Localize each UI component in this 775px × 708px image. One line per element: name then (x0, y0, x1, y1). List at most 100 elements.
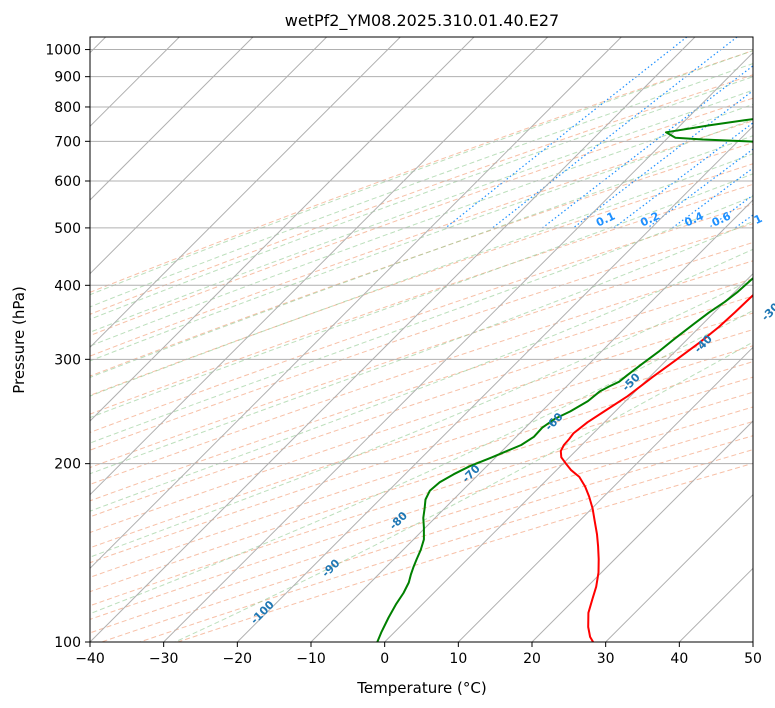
dry-adiabat-line (90, 295, 753, 518)
isotherm-line (90, 37, 622, 570)
dry-adiabat-line (90, 120, 753, 357)
dry-adiabat-line (90, 183, 753, 415)
moist-adiabat-line (90, 278, 753, 558)
isotherm-line (236, 125, 753, 642)
line-labels: -100-90-80-70-60-50-40-30-20-10010203040… (248, 209, 775, 627)
dry-adiabat-label: -80 (387, 509, 410, 532)
mixing-ratio-label: 0.1 (594, 209, 617, 229)
y-tick-label: 1000 (45, 43, 81, 59)
y-tick-label: 200 (54, 457, 81, 473)
mixing-ratio-label: 0.2 (638, 209, 661, 229)
dry-adiabat-line (90, 329, 753, 549)
dry-adiabat-line (90, 241, 753, 469)
moist-adiabat-line (90, 135, 753, 378)
moist-adiabat-line (90, 248, 753, 512)
dry-adiabat-line (90, 142, 753, 377)
dry-adiabat-line (90, 203, 753, 433)
y-tick-label: 500 (54, 221, 81, 237)
temperature-profile-line (559, 293, 753, 642)
mixing-ratio-label: 1 (752, 212, 764, 227)
dry-adiabat-line (90, 163, 753, 396)
dry-adiabat-line (177, 462, 753, 642)
moist-adiabat-line (90, 153, 753, 397)
y-tick-label: 800 (54, 100, 81, 116)
plot-frame (89, 36, 754, 643)
dry-adiabat-line (90, 260, 753, 485)
y-tick-label: 900 (54, 70, 81, 86)
chart-title: wetPf2_YM08.2025.310.01.40.E27 (285, 11, 559, 31)
mixing-ratio-line (734, 214, 753, 229)
isotherm-line (752, 641, 753, 642)
dry-adiabat-line (90, 223, 753, 451)
dry-adiabat-label: -70 (459, 462, 482, 485)
y-axis-label: Pressure (hPa) (10, 286, 28, 394)
dry-adiabat-label: -30 (759, 300, 775, 323)
x-tick-label: 50 (744, 651, 762, 667)
y-tick-label: 300 (54, 352, 81, 368)
dry-adiabat-line (90, 74, 753, 315)
mixing-ratio-line (613, 122, 753, 229)
isotherm-line (90, 37, 475, 422)
x-tick-label: 40 (670, 651, 688, 667)
isotherm-line (90, 37, 401, 349)
moist-adiabat-line (90, 309, 753, 615)
x-tick-label: 10 (449, 651, 467, 667)
dewpoint-profile-line (376, 118, 753, 642)
x-tick-label: −10 (296, 651, 326, 667)
mixing-ratio-label: 0.6 (710, 209, 733, 229)
dry-adiabat-line (90, 376, 753, 593)
dry-adiabat-line (90, 97, 753, 337)
mixing-ratio-line (572, 89, 753, 229)
moist-adiabat-line (90, 63, 753, 308)
isotherm-line (605, 493, 753, 642)
isotherm-line (90, 37, 549, 496)
isotherm-line (310, 199, 753, 642)
moist-adiabat-line (90, 220, 753, 475)
dry-adiabat-label: -40 (692, 332, 715, 355)
moist-adiabat-line (90, 173, 753, 419)
isotherm-line (90, 37, 696, 642)
isotherm-line (384, 272, 753, 642)
moist-adiabat-line (174, 341, 753, 642)
y-tick-label: 600 (54, 174, 81, 190)
dry-adiabat-line (90, 50, 753, 293)
dry-adiabat-line (90, 312, 753, 534)
x-tick-label: 20 (523, 651, 541, 667)
moist-adiabat-line (90, 103, 753, 347)
mixing-ratio-label: 0.4 (682, 209, 705, 229)
moist-adiabat-line (90, 118, 753, 362)
x-tick-label: 0 (380, 651, 389, 667)
dry-adiabat-label: -100 (248, 598, 277, 627)
x-tick-label: −40 (75, 651, 105, 667)
isotherm-line (457, 346, 753, 642)
x-axis-ticks: −40 −30 −20 −10 0 10 20 30 40 50 (75, 642, 762, 667)
mixing-ratio-line (542, 65, 753, 229)
dry-adiabat-line (90, 345, 753, 564)
x-tick-label: −20 (223, 651, 253, 667)
y-axis-ticks: 100 200 300 400 500 600 700 800 900 1000 (45, 43, 90, 651)
moist-adiabat-line (90, 195, 753, 444)
isotherm-line (531, 420, 753, 642)
y-tick-label: 100 (54, 635, 81, 651)
isotherm-line (90, 37, 328, 275)
moist-adiabat-line (90, 50, 753, 296)
y-tick-label: 700 (54, 134, 81, 150)
dry-adiabat-line (90, 361, 753, 578)
x-axis-label: Temperature (°C) (356, 679, 486, 697)
isotherm-line (163, 51, 753, 642)
isotherm-line (90, 37, 254, 201)
x-tick-label: 30 (597, 651, 615, 667)
dry-adiabat-label: -50 (620, 370, 643, 393)
x-tick-label: −30 (149, 651, 179, 667)
dry-adiabat-label: -90 (319, 556, 342, 579)
background-lines (90, 37, 753, 642)
mixing-ratio-line (672, 167, 753, 229)
profiles (376, 118, 753, 642)
dry-adiabat-label: -60 (542, 410, 565, 433)
moist-adiabat-line (90, 76, 753, 320)
y-tick-label: 400 (54, 278, 81, 294)
dry-adiabat-line (90, 391, 753, 607)
moist-adiabat-line (90, 89, 753, 333)
